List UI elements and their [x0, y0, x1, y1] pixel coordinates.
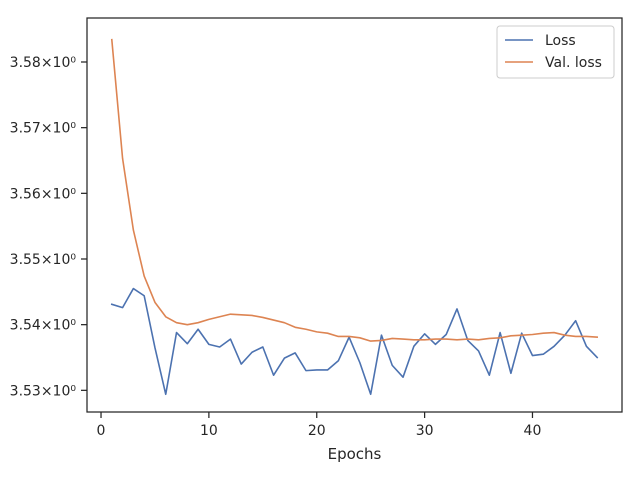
legend-label: Loss: [545, 33, 576, 49]
legend-box: [496, 25, 615, 79]
y-tick-label: 3.55×10⁰: [10, 252, 77, 268]
x-tick-label: 40: [524, 423, 542, 439]
y-tick-label: 3.57×10⁰: [10, 121, 77, 137]
x-tick-label: 0: [97, 423, 106, 439]
series-line-val-loss: [110, 38, 599, 342]
x-tick-label: 20: [308, 423, 326, 439]
y-tick-label: 3.58×10⁰: [10, 55, 77, 71]
y-tick-label: 3.56×10⁰: [10, 186, 77, 202]
legend-label: Val. loss: [545, 55, 602, 71]
y-axis-ticks: 3.53×10⁰ 3.54×10⁰ 3.55×10⁰ 3.56×10⁰ 3.57×10⁰…: [10, 55, 87, 399]
x-axis-label: Epochs: [328, 445, 382, 463]
x-tick-label: 30: [416, 423, 434, 439]
plot-frame: [86, 17, 623, 413]
legend: Loss Val. loss: [496, 25, 615, 79]
y-tick-label: 3.54×10⁰: [10, 318, 77, 334]
series-line-loss: [110, 287, 599, 396]
series-layer: [110, 38, 599, 396]
x-tick-label: 10: [200, 423, 218, 439]
y-tick-label: 3.53×10⁰: [10, 383, 77, 399]
x-axis-ticks: 0 10 20 30 40: [97, 412, 542, 439]
